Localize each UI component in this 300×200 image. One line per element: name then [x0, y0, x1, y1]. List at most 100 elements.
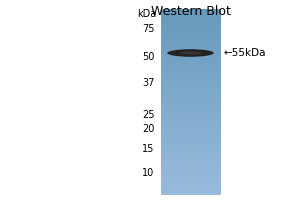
Bar [160, 84, 220, 85]
Bar [160, 89, 220, 90]
Bar [160, 92, 220, 93]
Bar [160, 123, 220, 124]
Bar [160, 17, 220, 18]
Bar [160, 10, 220, 11]
Bar [160, 128, 220, 129]
Bar [160, 48, 220, 49]
Bar [160, 58, 220, 59]
Bar [160, 27, 220, 28]
Bar [160, 164, 220, 165]
Bar [160, 130, 220, 131]
Bar [160, 81, 220, 82]
Text: 75: 75 [142, 24, 155, 34]
Bar [160, 115, 220, 116]
Bar [160, 189, 220, 190]
Bar [160, 125, 220, 126]
Bar [160, 112, 220, 113]
Bar [160, 119, 220, 120]
Bar [160, 169, 220, 170]
Bar [160, 138, 220, 139]
Bar [160, 80, 220, 81]
Bar [160, 56, 220, 57]
Bar [160, 17, 220, 18]
Bar [160, 45, 220, 46]
Bar [160, 79, 220, 80]
Bar [160, 187, 220, 188]
Bar [160, 146, 220, 147]
Bar [160, 143, 220, 144]
Bar [160, 192, 220, 193]
Bar [160, 63, 220, 64]
Bar [160, 51, 220, 52]
Bar [160, 190, 220, 191]
Bar [160, 11, 220, 12]
Bar [160, 176, 220, 177]
Bar [160, 163, 220, 164]
Bar [160, 125, 220, 126]
Bar [160, 154, 220, 155]
Bar [160, 167, 220, 168]
Bar [160, 76, 220, 77]
Bar [160, 35, 220, 36]
Bar [160, 169, 220, 170]
Bar [160, 53, 220, 54]
Bar [160, 30, 220, 31]
Bar [160, 35, 220, 36]
Bar [160, 142, 220, 143]
Bar [160, 60, 220, 61]
Bar [160, 40, 220, 41]
Bar [160, 32, 220, 33]
Bar [160, 73, 220, 74]
Bar [160, 186, 220, 187]
Bar [160, 16, 220, 17]
Bar [160, 44, 220, 45]
Bar [160, 144, 220, 145]
Bar [160, 48, 220, 49]
Bar [160, 91, 220, 92]
Bar [160, 102, 220, 103]
Bar [160, 124, 220, 125]
Bar [160, 97, 220, 98]
Bar [160, 64, 220, 65]
Bar [160, 113, 220, 114]
Bar [160, 130, 220, 131]
Bar [160, 143, 220, 144]
Bar [160, 37, 220, 38]
Bar [160, 71, 220, 72]
Bar [160, 187, 220, 188]
Text: 37: 37 [142, 78, 154, 88]
Bar [160, 70, 220, 71]
Bar [160, 78, 220, 79]
Bar [160, 177, 220, 178]
Bar [160, 49, 220, 50]
Bar [160, 164, 220, 165]
Bar [160, 39, 220, 40]
Bar [160, 171, 220, 172]
Bar [160, 111, 220, 112]
Bar [160, 19, 220, 20]
Bar [160, 170, 220, 171]
Bar [160, 140, 220, 141]
Bar [160, 83, 220, 84]
Bar [160, 84, 220, 85]
Bar [160, 18, 220, 19]
Bar [160, 87, 220, 88]
Bar [160, 174, 220, 175]
Bar [160, 109, 220, 110]
Bar [160, 96, 220, 97]
Bar [160, 88, 220, 89]
Bar [160, 122, 220, 123]
Bar [160, 107, 220, 108]
Bar [160, 147, 220, 148]
Bar [160, 152, 220, 153]
Bar [160, 25, 220, 26]
Bar [160, 129, 220, 130]
Bar [160, 193, 220, 194]
Bar [160, 86, 220, 87]
Bar [160, 158, 220, 159]
Bar [160, 173, 220, 174]
Bar [160, 22, 220, 23]
Bar [160, 106, 220, 107]
Bar [160, 133, 220, 134]
Bar [160, 75, 220, 76]
